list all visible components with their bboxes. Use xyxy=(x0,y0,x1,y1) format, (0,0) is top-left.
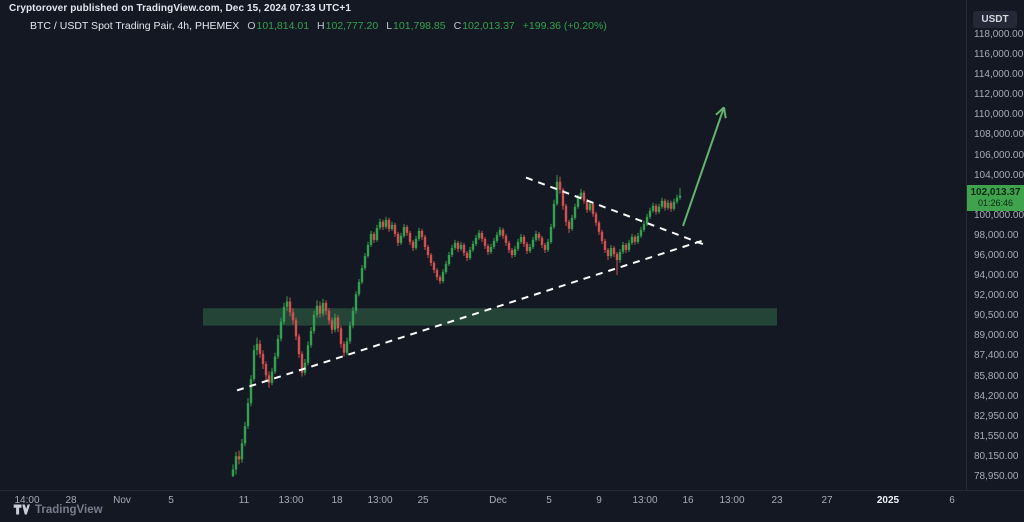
time-tick-label: Nov xyxy=(113,495,131,506)
ohlc-low: L101,798.85 xyxy=(386,20,446,32)
price-tick-label: 104,000.00 xyxy=(974,169,1024,181)
tradingview-logo[interactable]: TradingView xyxy=(13,503,103,516)
time-tick-label: 13:00 xyxy=(632,495,658,506)
time-tick-label: 25 xyxy=(417,495,429,506)
price-tick-label: 92,000.00 xyxy=(974,290,1019,302)
price-tick-label: 118,000.00 xyxy=(974,29,1024,40)
price-tick-label: 87,400.00 xyxy=(974,350,1019,362)
price-tick-label: 110,000.00 xyxy=(974,109,1024,121)
time-tick-label: 11 xyxy=(238,495,250,506)
price-axis[interactable]: USDT 118,000.00 116,000.00 114,000.00 112,0… xyxy=(966,0,1024,490)
time-tick-label: 13:00 xyxy=(719,495,745,506)
symbol-title[interactable]: BTC / USDT Spot Trading Pair, 4h, PHEMEX xyxy=(30,20,240,32)
tradingview-mark-icon xyxy=(13,504,30,515)
price-tick-label: 112,000.00 xyxy=(974,89,1024,101)
time-tick-label: 23 xyxy=(771,495,783,506)
time-tick-label: 13:00 xyxy=(278,495,304,506)
attribution-bar: Cryptorover published on TradingView.com… xyxy=(9,3,351,14)
time-tick-label: 6 xyxy=(949,495,955,506)
price-tick-label: 116,000.00 xyxy=(974,49,1024,61)
breakout-arrow[interactable] xyxy=(682,106,727,227)
price-tick-label: 80,150.00 xyxy=(974,450,1019,462)
time-tick-label: 14:00 xyxy=(14,495,40,506)
price-tick-label: 78,950.00 xyxy=(974,471,1019,482)
currency-toggle-button[interactable]: USDT xyxy=(973,11,1017,28)
attribution-text: Cryptorover published on TradingView.com… xyxy=(9,3,351,14)
price-tick-label: 106,000.00 xyxy=(974,149,1024,161)
price-tick-label: 89,000.00 xyxy=(974,330,1019,342)
symbol-legend: BTC / USDT Spot Trading Pair, 4h, PHEMEX… xyxy=(30,20,607,32)
time-axis[interactable]: 14:00 28 Nov 5 11 13:00 18 13:00 25 Dec 5 9 13:00 16 1… xyxy=(0,490,1024,509)
candlestick-series xyxy=(231,175,682,477)
time-tick-label: 5 xyxy=(546,495,552,506)
last-price-label: 102,013.37 01:26:46 xyxy=(967,185,1024,211)
price-tick-label: 94,000.00 xyxy=(974,270,1019,282)
lower-ascending-trendline[interactable] xyxy=(236,238,706,392)
time-tick-label: Dec xyxy=(489,495,507,506)
price-tick-label: 114,000.00 xyxy=(974,69,1024,81)
ohlc-close: C102,013.37 xyxy=(453,20,515,32)
price-chart-svg[interactable] xyxy=(0,0,967,490)
price-tick-label: 82,950.00 xyxy=(974,410,1019,422)
time-tick-label: 28 xyxy=(65,495,77,506)
time-tick-label: 13:00 xyxy=(367,495,393,506)
bar-countdown: 01:26:46 xyxy=(977,198,1014,208)
time-tick-label: 9 xyxy=(596,495,602,506)
price-tick-label: 84,200.00 xyxy=(974,390,1019,402)
time-tick-label: 16 xyxy=(682,495,694,506)
time-tick-label: 18 xyxy=(331,495,343,506)
last-price-value: 102,013.37 xyxy=(970,187,1021,198)
change-badge: +199.36 (+0.20%) xyxy=(522,20,607,32)
price-tick-label: 81,550.00 xyxy=(974,430,1019,442)
price-tick-label: 90,500.00 xyxy=(974,310,1019,322)
ohlc-open: O101,814.01 xyxy=(247,20,310,32)
time-tick-label: 5 xyxy=(168,495,174,506)
price-tick-label: 108,000.00 xyxy=(974,129,1024,141)
price-tick-label: 98,000.00 xyxy=(974,229,1019,241)
tradingview-logo-text: TradingView xyxy=(35,503,103,516)
upper-descending-trendline[interactable] xyxy=(525,176,706,246)
price-tick-label: 96,000.00 xyxy=(974,250,1019,261)
price-tick-label: 85,800.00 xyxy=(974,370,1019,382)
price-tick-label: 100,000.00 xyxy=(974,209,1024,221)
time-tick-label: 2025 xyxy=(876,495,900,506)
time-tick-label: 27 xyxy=(821,495,833,506)
ohlc-high: H102,777.20 xyxy=(317,20,379,32)
support-zone[interactable] xyxy=(203,308,777,326)
